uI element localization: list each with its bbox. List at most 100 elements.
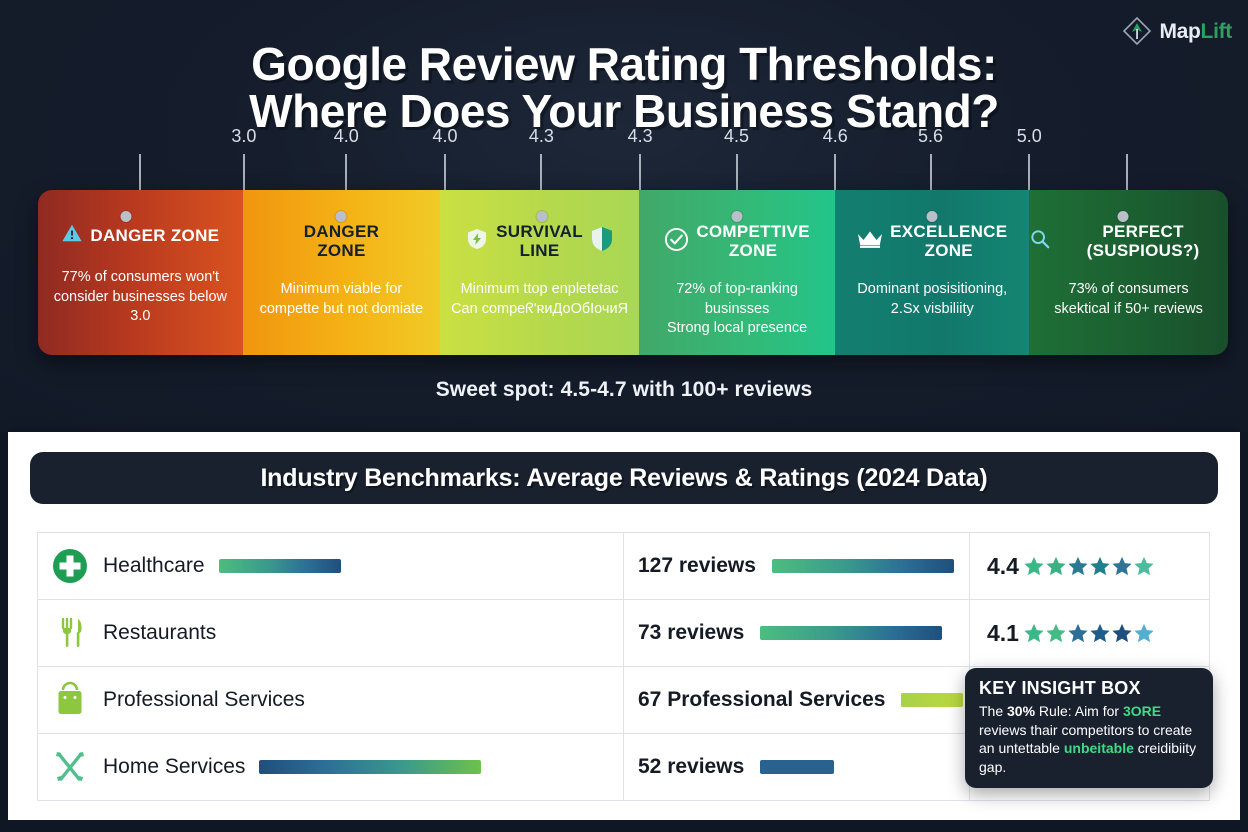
zone-title: EXCELLENCE ZONE: [890, 222, 1008, 261]
reviews-label: 52 reviews: [638, 755, 745, 778]
cell-rating: 4.4: [970, 533, 1209, 599]
reviews-label: 127 reviews: [638, 554, 756, 577]
scale-tick-line: [639, 154, 642, 196]
reviews-progress-bar: [760, 760, 835, 774]
crown-icon: [857, 229, 883, 253]
zone-marker-dot: [1117, 211, 1129, 222]
cell-reviews: 67 Professional Services: [624, 667, 970, 733]
page-title-line1: Google Review Rating Thresholds:: [251, 37, 997, 90]
rating-value: 4.4: [987, 552, 1019, 579]
zone-marker-dot: [731, 211, 743, 222]
scale-tick-line: [345, 154, 348, 196]
zone-description: Minimum viable for compette but not domi…: [259, 281, 424, 317]
table-row[interactable]: Professional Services 67 Professional Ser…: [38, 667, 1209, 734]
zone-heading: DANGER ZONE: [243, 222, 441, 260]
check-circle-icon: [664, 227, 689, 256]
star-icon: [1089, 555, 1111, 577]
star-icon: [1023, 555, 1045, 577]
zone-description: 73% of consumers skektical if 50+ review…: [1054, 281, 1203, 317]
cell-industry: Healthcare: [38, 533, 624, 599]
zone-marker-dot: [335, 211, 347, 222]
zone-heading: DANGER ZONE: [38, 222, 243, 248]
brand-word-map: Map: [1159, 19, 1201, 43]
cell-reviews: 52 reviews: [624, 734, 970, 800]
scale-tick-line: [1028, 154, 1031, 196]
industry-progress-bar: [218, 559, 341, 573]
scale-tick-line: [834, 154, 837, 196]
zone-heading: COMPETTIVE ZONE: [639, 222, 835, 260]
star-icon: [1023, 622, 1045, 644]
warning-triangle-icon: [61, 222, 83, 248]
star-icon: [1067, 622, 1089, 644]
page-title: Google Review Rating Thresholds: Where D…: [0, 37, 1248, 138]
fork-knife-icon: [51, 614, 89, 652]
star-icon: [1089, 622, 1111, 644]
star-icon: [1045, 555, 1067, 577]
scale-tick-line: [929, 154, 932, 196]
zone-marker-dot: [926, 211, 938, 222]
scale-tick-label: 5.0: [1016, 126, 1042, 146]
card-right-edge: [1240, 432, 1248, 832]
zone-1: DANGER ZONE Minimum viable for compette b…: [242, 190, 441, 355]
page-title-line2: Where Does Your Business Stand?: [249, 85, 999, 138]
card-left-edge: [0, 432, 8, 832]
key-insight-box: KEY INSIGHT BOX The 30% Rule: Aim for 3O…: [965, 668, 1213, 789]
reviews-progress-bar: [771, 559, 954, 573]
insight-bold-30: 30%: [1007, 703, 1036, 719]
scale-tick-label: 4.0: [432, 126, 458, 146]
scale-tick-line: [139, 154, 142, 196]
zone-marker-dot: [120, 211, 132, 222]
star-rating: [1023, 622, 1155, 644]
scale-tick-line: [735, 154, 738, 196]
scale-tick-label: 4.0: [333, 126, 359, 146]
scale-tick-label: 3.0: [231, 126, 257, 146]
star-icon: [1133, 555, 1155, 577]
zone-title: PERFECT (SUSPIOUS?): [1086, 222, 1200, 261]
zone-2: SURVIVAL LINE Minimum ttop enpletetac Can…: [440, 190, 639, 355]
zone-heading: SURVIVAL LINE: [440, 222, 639, 260]
zone-0: DANGER ZONE 77% of consumers won't consid…: [38, 190, 243, 355]
rating-scale-ticks: 3.0 4.0 4.0 4.3 4.3 4.5 4.6 5.6 5.0: [38, 126, 1228, 196]
insight-highlight-unbeatable: unbeitable: [1063, 740, 1134, 757]
zone-marker-dot: [536, 211, 548, 222]
key-insight-body: The 30% Rule: Aim for 3ORE reviews thair…: [979, 703, 1197, 775]
cell-reviews: 127 reviews: [624, 533, 970, 599]
medical-cross-icon: [51, 547, 89, 585]
reviews-progress-bar: [760, 626, 943, 640]
wrench-tools-icon: [51, 748, 89, 786]
cell-industry: Professional Services: [38, 667, 624, 733]
page-bottom-edge: [0, 820, 1248, 832]
zone-description: 77% of consumers won't consider business…: [53, 269, 227, 325]
star-icon: [1045, 622, 1067, 644]
cell-industry: Restaurants: [38, 600, 624, 666]
shield-icon: [590, 226, 614, 256]
rating-value: 4.1: [987, 619, 1019, 646]
zone-description: Minimum ttop enpletetac Can compeᖇ'ʀиДоО…: [451, 281, 629, 317]
maplift-diamond-icon: [1122, 16, 1152, 46]
star-rating: [1023, 555, 1155, 577]
hero-section: MapLift Google Review Rating Thresholds:…: [0, 0, 1248, 432]
scale-tick-line: [242, 154, 245, 196]
cell-industry: Home Services: [38, 734, 624, 800]
industry-label: Restaurants: [103, 621, 217, 644]
cell-rating: 4.1: [970, 600, 1209, 666]
scale-tick-label: 5.6: [917, 126, 944, 146]
table-row[interactable]: Restaurants 73 reviews 4.1: [38, 600, 1209, 667]
magnifier-icon: [1029, 228, 1051, 254]
industry-label: Healthcare: [103, 554, 205, 577]
lightning-shield-icon: [465, 227, 489, 255]
zone-heading: PERFECT (SUSPIOUS?): [1029, 222, 1228, 260]
zone-description: 72% of top-ranking businsses Strong loca…: [666, 281, 808, 337]
insight-highlight-more: 3ORE: [1122, 703, 1162, 719]
benchmarks-table: Healthcare 127 reviews 4.4 Restaurants 73 re…: [37, 532, 1210, 801]
industry-progress-bar: [259, 760, 482, 774]
scale-tick-label: 4.3: [528, 126, 554, 146]
scale-tick-label: 4.3: [627, 126, 653, 146]
scale-tick-line: [1125, 154, 1128, 196]
reviews-label: 73 reviews: [638, 621, 745, 644]
zone-title: COMPETTIVE ZONE: [696, 222, 810, 261]
star-icon: [1111, 555, 1133, 577]
key-insight-title: KEY INSIGHT BOX: [979, 678, 1141, 698]
table-row[interactable]: Healthcare 127 reviews 4.4: [38, 533, 1209, 600]
